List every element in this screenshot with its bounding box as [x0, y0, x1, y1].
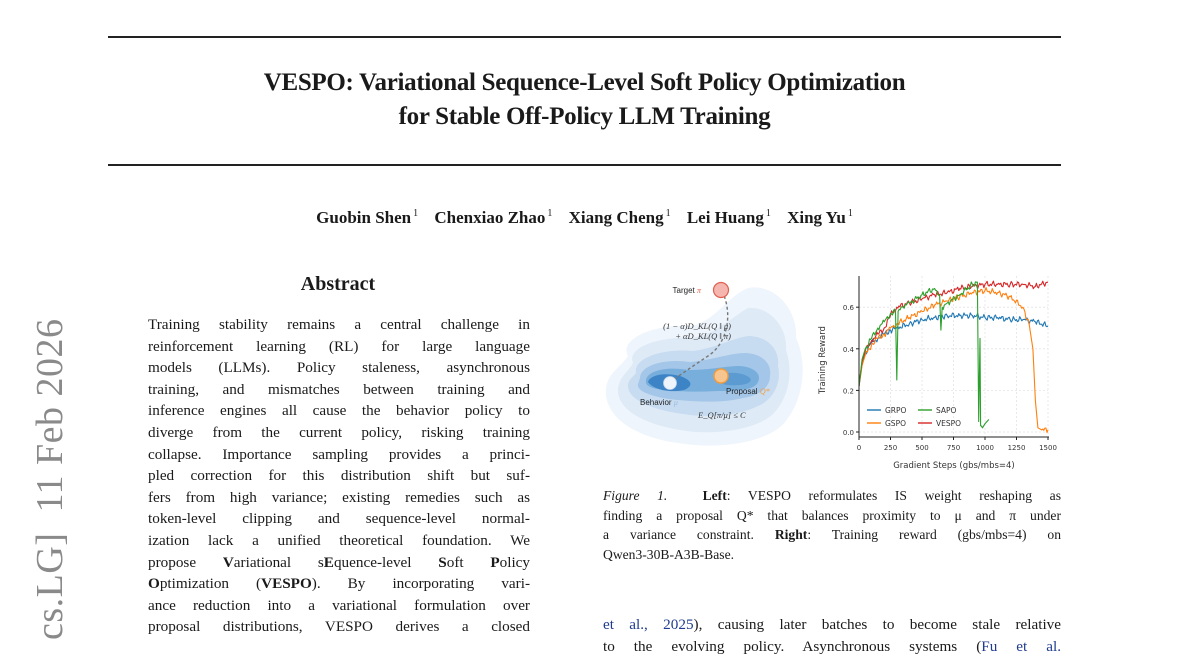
legend-item: SAPO — [936, 406, 957, 415]
svg-text:750: 750 — [947, 444, 960, 452]
target-marker — [712, 281, 730, 299]
series-vespo — [858, 280, 1049, 387]
abstract-line: proposal distributions, VESPO derives a … — [148, 618, 530, 636]
svg-text:0.2: 0.2 — [843, 387, 854, 395]
series-grpo — [858, 312, 1049, 387]
author: Xiang Cheng 1 — [568, 208, 671, 227]
training-reward-chart: 0.0 0.2 0.4 0.6 0 250 500 750 1000 1250 1500 Train… — [818, 276, 1057, 471]
author: Lei Huang 1 — [686, 208, 771, 227]
chart-legend: GRPO GSPO SAPO VESPO — [867, 406, 961, 428]
abstract-line: Optimization (VESPO). By incorporating v… — [148, 575, 530, 593]
abstract-line: ization lack a unified theoretical found… — [148, 531, 530, 549]
author: Chenxiao Zhao 1 — [434, 208, 553, 227]
title-rule-bottom — [108, 164, 1061, 166]
body-line: et al., 2025), causing later batches to … — [603, 616, 1061, 633]
abstract-line: pled correction for this distribution sh… — [148, 467, 530, 485]
abstract-line: propose Variational sEquence-level Soft … — [148, 553, 530, 571]
svg-text:250: 250 — [884, 444, 897, 452]
proposal-diagram: Target π (1 − α)D_KL(Q ‖ μ) + αD_KL(Q ‖ … — [605, 281, 803, 446]
abstract-line: inference engines all cause the behavior… — [148, 402, 530, 420]
svg-text:0.0: 0.0 — [843, 429, 854, 437]
body-text: et al., 2025), causing later batches to … — [603, 614, 1061, 657]
x-axis-label: Gradient Steps (gbs/mbs=4) — [893, 461, 1015, 471]
abstract-line: fers from high variance; existing remedi… — [148, 488, 530, 506]
caption-line: Qwen3-30B-A3B-Base. — [603, 546, 735, 562]
author: Guobin Shen 1 — [316, 208, 419, 227]
legend-item: GRPO — [885, 406, 907, 415]
body-line: to the evolving policy. Asynchronous sys… — [603, 637, 1061, 655]
citation-link[interactable]: Fu et al. — [981, 637, 1061, 655]
svg-text:0.4: 0.4 — [843, 346, 855, 354]
path-arrow — [669, 290, 729, 383]
objective-line-2: + αD_KL(Q ‖ π) — [675, 331, 731, 341]
title-line-1: VESPO: Variational Sequence-Level Soft P… — [263, 69, 906, 96]
density-contours — [605, 287, 803, 446]
paper-title: VESPO: Variational Sequence-Level Soft P… — [108, 66, 1061, 134]
legend-item: VESPO — [936, 419, 961, 428]
abstract-heading: Abstract — [300, 273, 376, 295]
behavior-label: Behavior μ — [640, 398, 678, 407]
caption-line: Figure 1. Left: VESPO reformulates IS we… — [603, 488, 1061, 503]
abstract-line: models (LLMs). Policy staleness, asynchr… — [148, 359, 530, 377]
axis-ticks: 0.0 0.2 0.4 0.6 0 250 500 750 1000 1250 1500 — [843, 304, 1057, 452]
arxiv-stamp: cs.LG] 11 Feb 2026 — [29, 318, 71, 640]
y-axis-label: Training Reward — [818, 326, 828, 395]
proposal-marker — [713, 368, 729, 384]
abstract-line: Training stability remains a central cha… — [148, 316, 530, 333]
abstract-line: collapse. Importance sampling provides a… — [148, 445, 530, 463]
svg-text:1500: 1500 — [1039, 444, 1057, 452]
variance-constraint: E_Q[π/μ] ≤ C — [697, 410, 746, 420]
chart-series — [858, 280, 1049, 433]
svg-text:500: 500 — [915, 444, 928, 452]
svg-text:0: 0 — [857, 444, 861, 452]
series-gspo — [858, 287, 1049, 433]
behavior-marker — [663, 376, 677, 390]
abstract-line: reinforcement learning (RL) for large la… — [148, 337, 530, 355]
caption-line: a variance constraint. Right: Training r… — [603, 527, 1062, 542]
legend-item: GSPO — [885, 419, 906, 428]
author: Xing Yu 1 — [787, 208, 853, 227]
abstract-body: Training stability remains a central cha… — [148, 314, 530, 638]
author-list: Guobin Shen 1 Chenxiao Zhao 1 Xiang Cheng 1… — [108, 208, 1061, 228]
abstract-line: diverge from the current policy, risking… — [148, 423, 530, 441]
abstract-line: training, and mismatches between trainin… — [148, 380, 530, 398]
title-rule-top — [108, 36, 1061, 38]
target-label: Target π — [673, 286, 702, 295]
abstract-line: token-level clipping and sequence-level … — [148, 510, 530, 528]
svg-text:0.6: 0.6 — [843, 304, 855, 312]
figure-caption: Figure 1. Left: VESPO reformulates IS we… — [603, 486, 1061, 564]
proposal-label: Proposal Q* — [726, 387, 770, 396]
series-sapo — [858, 281, 990, 429]
citation-link[interactable]: et al., 2025 — [603, 616, 694, 633]
title-line-2: for Stable Off-Policy LLM Training — [398, 103, 771, 130]
svg-text:1000: 1000 — [976, 444, 994, 452]
abstract-line: ance reduction into a variational formul… — [148, 596, 530, 614]
caption-line: finding a proposal Q* that balances prox… — [603, 507, 1061, 523]
objective-line-1: (1 − α)D_KL(Q ‖ μ) — [663, 321, 731, 331]
svg-text:1250: 1250 — [1008, 444, 1026, 452]
